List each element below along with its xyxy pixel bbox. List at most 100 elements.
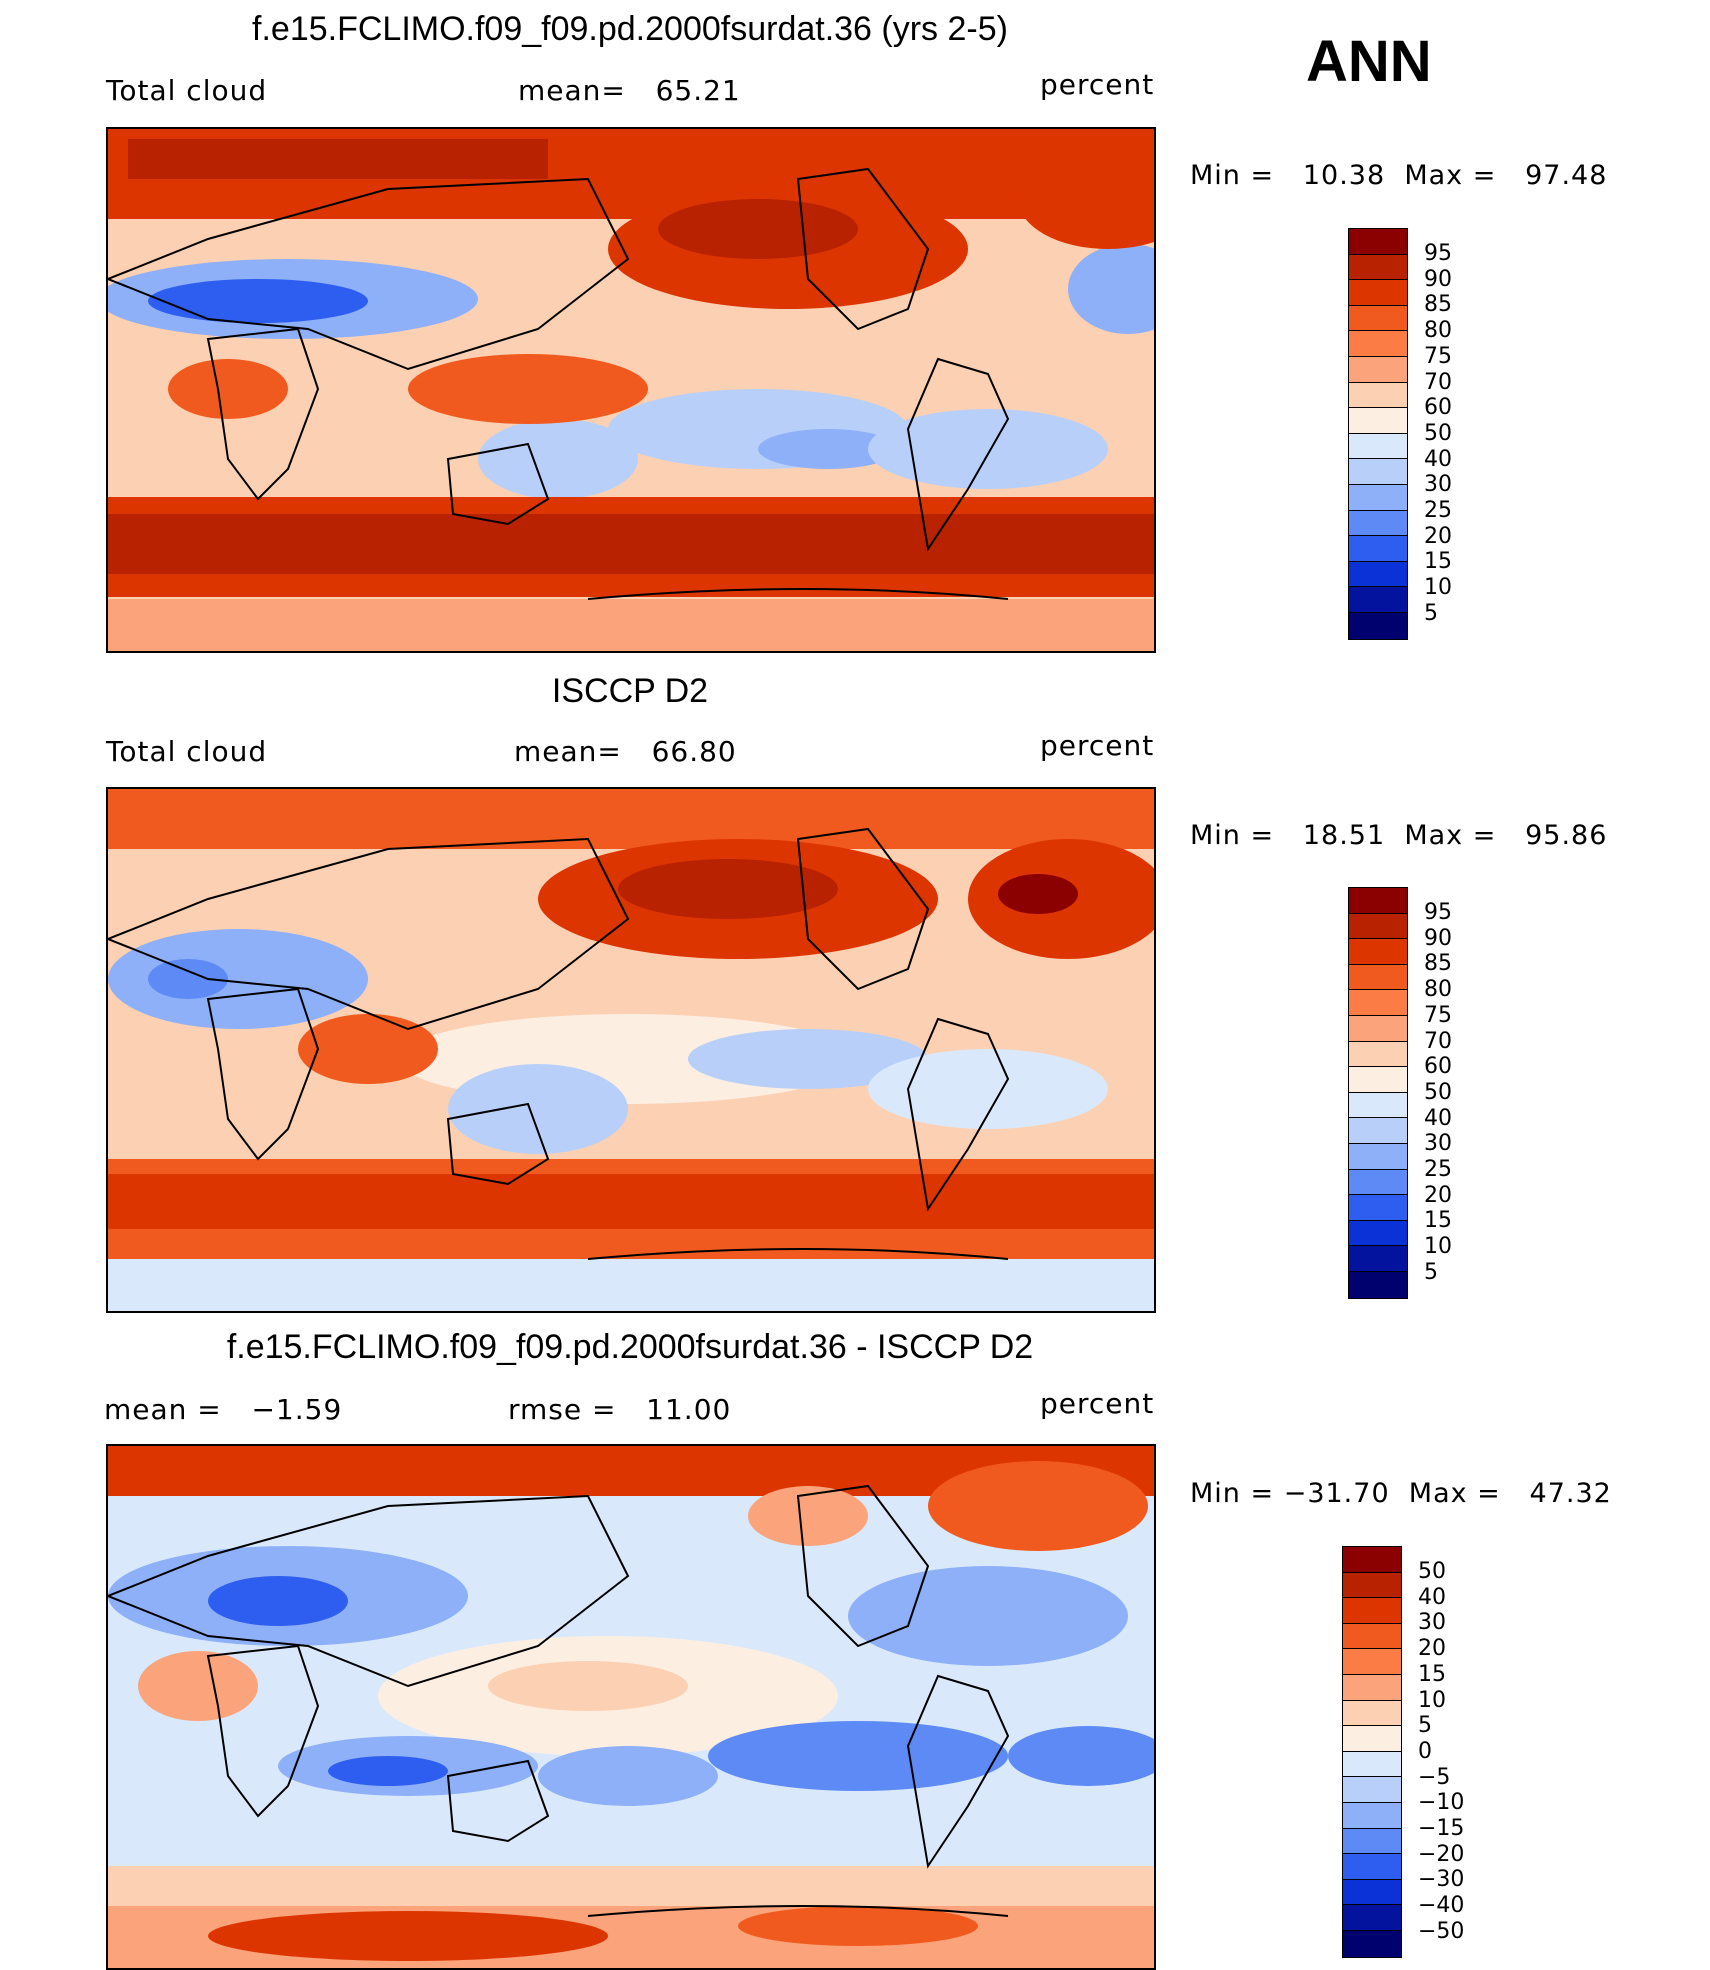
colorbar-swatch xyxy=(1349,1118,1407,1144)
colorbar-tick-label: 0 xyxy=(1418,1738,1432,1764)
colorbar-swatch xyxy=(1349,408,1407,434)
colorbar-swatch xyxy=(1343,1905,1401,1931)
panel-title: f.e15.FCLIMO.f09_f09.pd.2000fsurdat.36 (… xyxy=(252,10,1008,48)
colorbar-swatch xyxy=(1349,1246,1407,1272)
colorbar-swatch xyxy=(1349,510,1407,537)
colorbar-tick-label: 5 xyxy=(1424,600,1438,626)
minmax-label: Min = −31.70 Max = 47.32 xyxy=(1190,1478,1612,1509)
colorbar xyxy=(1342,1546,1402,1958)
colorbar-swatch xyxy=(1343,1572,1401,1599)
colorbar-tick-label: −30 xyxy=(1418,1867,1465,1893)
colorbar-tick-label: 50 xyxy=(1424,420,1452,446)
rmse-label: rmse = 11.00 xyxy=(508,1393,732,1426)
colorbar-swatch xyxy=(1349,1067,1407,1093)
colorbar xyxy=(1348,228,1408,640)
colorbar-swatch xyxy=(1349,1041,1407,1068)
colorbar-tick-label: 70 xyxy=(1424,1028,1452,1054)
colorbar-tick-label: −15 xyxy=(1418,1816,1465,1842)
units-label: percent xyxy=(1040,68,1155,101)
colorbar-tick-label: 30 xyxy=(1418,1610,1446,1636)
colorbar-swatch xyxy=(1349,1195,1407,1221)
minmax-label: Min = 18.51 Max = 95.86 xyxy=(1190,820,1608,851)
colorbar-swatch xyxy=(1349,1015,1407,1042)
colorbar-tick-labels: 50 40 30 20 15 10 5 0 −5 −10 −15 −20 −30 −40 −50 xyxy=(1418,1559,1464,1945)
colorbar-swatch xyxy=(1349,888,1407,914)
colorbar-swatch xyxy=(1349,459,1407,485)
colorbar-tick-label: 25 xyxy=(1424,1157,1452,1183)
colorbar-swatch xyxy=(1349,1169,1407,1196)
colorbar-tick-label: 60 xyxy=(1424,395,1452,421)
colorbar-tick-label: 75 xyxy=(1424,1002,1452,1028)
colorbar-tick-label: 90 xyxy=(1424,925,1452,951)
colorbar-swatch xyxy=(1343,1879,1401,1906)
colorbar-tick-label: 95 xyxy=(1424,900,1452,925)
colorbar-tick-label: 95 xyxy=(1424,241,1452,266)
colorbar-tick-label: 10 xyxy=(1424,1234,1452,1260)
colorbar-swatch xyxy=(1343,1700,1401,1727)
colorbar-tick-label: 10 xyxy=(1418,1687,1446,1713)
colorbar-swatch xyxy=(1343,1674,1401,1701)
colorbar-tick-label: 40 xyxy=(1418,1584,1446,1610)
colorbar-swatch xyxy=(1343,1930,1401,1957)
colorbar-swatch xyxy=(1343,1598,1401,1624)
colorbar-swatch xyxy=(1349,1092,1407,1119)
colorbar-swatch xyxy=(1349,280,1407,306)
colorbar-tick-label: 80 xyxy=(1424,977,1452,1003)
colorbar-tick-label: 5 xyxy=(1424,1259,1438,1285)
colorbar-tick-label: 85 xyxy=(1424,292,1452,318)
colorbar-tick-label: 15 xyxy=(1424,1208,1452,1234)
colorbar-swatch xyxy=(1349,254,1407,281)
colorbar-tick-labels: 95 90 85 80 75 70 60 50 40 30 25 20 15 10 5 xyxy=(1424,900,1452,1286)
colorbar-swatch xyxy=(1343,1547,1401,1573)
colorbar-swatch xyxy=(1349,1143,1407,1170)
variable-label: Total cloud xyxy=(106,74,268,107)
colorbar-swatch xyxy=(1343,1828,1401,1855)
colorbar-tick-label: 20 xyxy=(1424,1182,1452,1208)
colorbar-tick-label: 75 xyxy=(1424,343,1452,369)
colorbar-tick-label: 90 xyxy=(1424,266,1452,292)
colorbar-tick-label: 60 xyxy=(1424,1054,1452,1080)
units-label: percent xyxy=(1040,1387,1155,1420)
colorbar-swatch xyxy=(1349,964,1407,991)
colorbar-swatch xyxy=(1343,1802,1401,1829)
colorbar-tick-label: 30 xyxy=(1424,472,1452,498)
colorbar-tick-label: 20 xyxy=(1418,1636,1446,1662)
colorbar-tick-label: −20 xyxy=(1418,1841,1465,1867)
colorbar-tick-label: 80 xyxy=(1424,318,1452,344)
colorbar-swatch xyxy=(1349,331,1407,357)
colorbar-swatch xyxy=(1343,1623,1401,1650)
colorbar-tick-label: 50 xyxy=(1424,1079,1452,1105)
minmax-label: Min = 10.38 Max = 97.48 xyxy=(1190,160,1608,191)
colorbar-swatch xyxy=(1349,913,1407,940)
colorbar-tick-label: 15 xyxy=(1418,1661,1446,1687)
colorbar-swatch xyxy=(1343,1726,1401,1752)
colorbar-swatch xyxy=(1349,990,1407,1016)
colorbar-swatch xyxy=(1349,1271,1407,1298)
colorbar-tick-label: −5 xyxy=(1418,1764,1451,1790)
colorbar-swatch xyxy=(1349,561,1407,588)
colorbar-swatch xyxy=(1343,1854,1401,1880)
colorbar-swatch xyxy=(1349,382,1407,409)
colorbar xyxy=(1348,887,1408,1299)
colorbar-tick-label: −50 xyxy=(1418,1918,1465,1944)
colorbar-swatch xyxy=(1349,587,1407,613)
season-label: ANN xyxy=(1306,29,1432,94)
colorbar-swatch xyxy=(1349,433,1407,460)
units-label: percent xyxy=(1040,729,1155,762)
colorbar-tick-label: 40 xyxy=(1424,446,1452,472)
colorbar-tick-label: 50 xyxy=(1418,1559,1446,1584)
colorbar-tick-label: 40 xyxy=(1424,1105,1452,1131)
colorbar-swatch xyxy=(1349,1220,1407,1247)
panel-title: ISCCP D2 xyxy=(551,672,709,710)
colorbar-tick-label: −10 xyxy=(1418,1790,1465,1816)
mean-label: mean= 65.21 xyxy=(518,74,741,107)
colorbar-swatch xyxy=(1343,1649,1401,1675)
colorbar-tick-labels: 95 90 85 80 75 70 60 50 40 30 25 20 15 10 5 xyxy=(1424,241,1452,627)
colorbar-tick-label: 70 xyxy=(1424,369,1452,395)
colorbar-swatch xyxy=(1343,1751,1401,1778)
colorbar-tick-label: 30 xyxy=(1424,1131,1452,1157)
colorbar-swatch xyxy=(1349,939,1407,965)
mean-label: mean= 66.80 xyxy=(514,735,737,768)
colorbar-tick-label: 20 xyxy=(1424,523,1452,549)
map-observation xyxy=(106,787,1156,1313)
